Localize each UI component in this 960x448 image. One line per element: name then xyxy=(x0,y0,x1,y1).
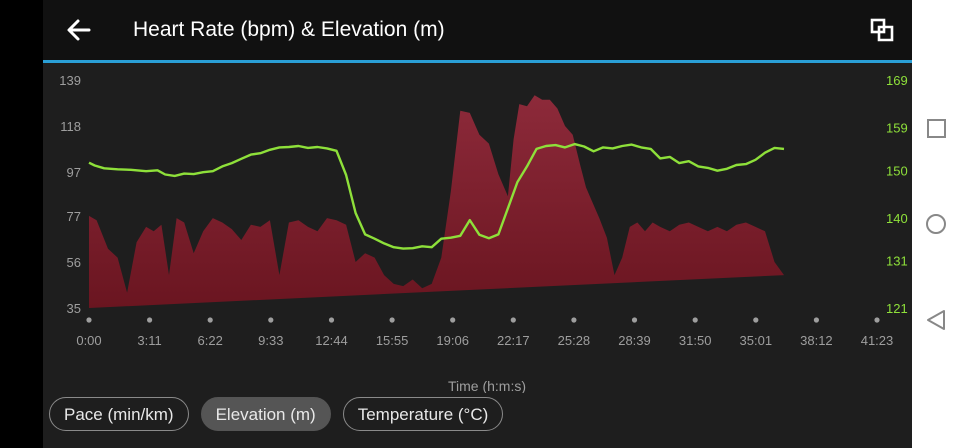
x-tick-dot xyxy=(328,317,335,323)
chip-elevation[interactable]: Elevation (m) xyxy=(200,397,331,431)
x-tick-dot xyxy=(268,317,274,323)
y-left-tick-label: 139 xyxy=(59,73,81,88)
x-tick-dot xyxy=(874,317,880,323)
x-axis-label: Time (h:m:s) xyxy=(448,378,526,393)
x-tick-dot xyxy=(631,317,638,323)
y-right-tick-label: 131 xyxy=(886,254,908,269)
x-tick-label: 0:00 xyxy=(76,333,101,348)
arrow-left-icon[interactable] xyxy=(63,14,95,46)
metric-chips: Pace (min/km) Elevation (m) Temperature (°… xyxy=(49,397,504,431)
chip-pace[interactable]: Pace (min/km) xyxy=(49,397,189,431)
y-left-tick-label: 97 xyxy=(67,165,81,180)
home-circle-icon[interactable] xyxy=(912,210,960,238)
android-nav-bar xyxy=(912,0,960,448)
page-title: Heart Rate (bpm) & Elevation (m) xyxy=(133,18,445,41)
x-tick-dot xyxy=(571,317,577,323)
chip-temperature[interactable]: Temperature (°C) xyxy=(342,397,504,431)
y-left-tick-label: 35 xyxy=(67,301,81,316)
accent-divider xyxy=(43,60,912,63)
top-bar: Heart Rate (bpm) & Elevation (m) xyxy=(43,0,912,60)
x-tick-label: 12:44 xyxy=(315,333,348,348)
heart-rate-elevation-chart[interactable]: 139 118 97 77 56 35 169 159 150 140 131 121 0:00 3:… xyxy=(43,63,912,393)
x-tick-dot xyxy=(86,317,92,323)
x-tick-dot xyxy=(207,317,213,323)
x-tick-dot xyxy=(389,317,395,323)
x-tick-label: 19:06 xyxy=(436,333,469,348)
x-tick-label: 9:33 xyxy=(258,333,283,348)
x-tick-label: 31:50 xyxy=(679,333,712,348)
x-tick-dot xyxy=(147,317,153,323)
x-tick-label: 6:22 xyxy=(198,333,223,348)
x-tick-dot xyxy=(510,317,516,323)
y-left-tick-label: 77 xyxy=(67,209,81,224)
x-tick-label: 25:28 xyxy=(558,333,591,348)
x-tick-dot xyxy=(753,317,759,323)
y-right-tick-label: 121 xyxy=(886,301,908,316)
y-right-tick-label: 140 xyxy=(886,211,908,226)
x-tick-label: 41:23 xyxy=(861,333,894,348)
app-screen: Heart Rate (bpm) & Elevation (m) 139 118 9… xyxy=(43,0,912,448)
y-left-tick-label: 56 xyxy=(67,255,81,270)
x-tick-label: 3:11 xyxy=(137,333,161,348)
heart-rate-line xyxy=(88,142,785,250)
y-right-tick-label: 150 xyxy=(886,163,908,178)
x-tick-dot xyxy=(692,317,698,323)
x-tick-label: 38:12 xyxy=(800,333,833,348)
y-right-tick-label: 169 xyxy=(886,73,908,88)
device-left-bezel xyxy=(0,0,43,448)
expand-icon[interactable] xyxy=(870,18,894,42)
back-triangle-icon[interactable] xyxy=(912,306,960,334)
x-tick-dot xyxy=(450,317,456,323)
elevation-area xyxy=(89,95,784,308)
x-tick-label: 35:01 xyxy=(740,333,773,348)
recents-square-icon[interactable] xyxy=(912,116,960,142)
x-tick-label: 22:17 xyxy=(497,333,530,348)
x-tick-label: 28:39 xyxy=(618,333,651,348)
x-tick-label: 15:55 xyxy=(376,333,409,348)
x-tick-dot xyxy=(813,317,820,323)
y-left-tick-label: 118 xyxy=(60,119,81,134)
y-right-tick-label: 159 xyxy=(886,121,908,136)
